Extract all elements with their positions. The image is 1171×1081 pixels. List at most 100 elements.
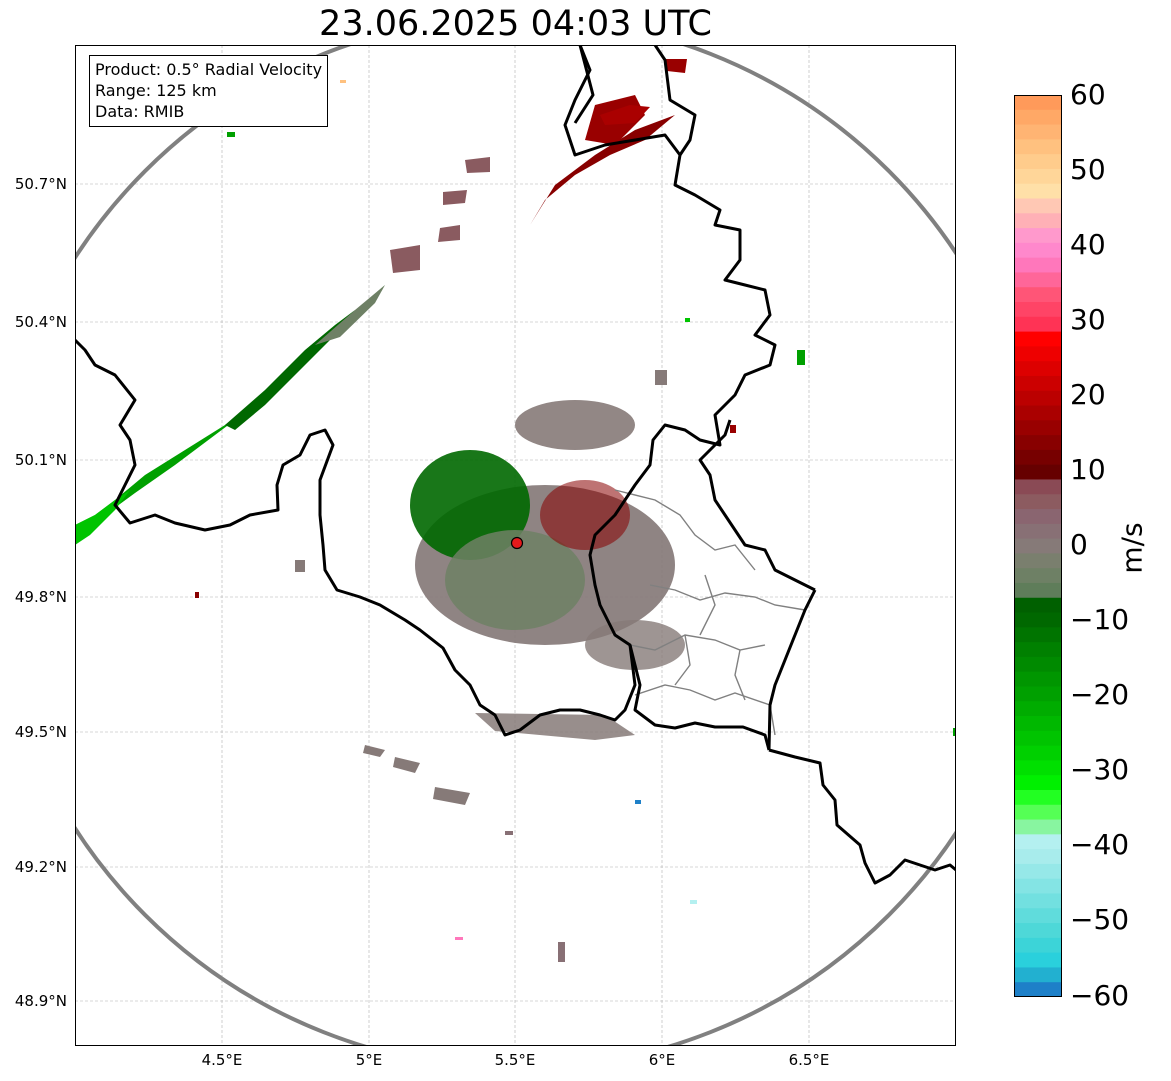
echo-small-2 (685, 318, 690, 322)
lat-tick-label: 50.7°N (14, 175, 67, 193)
echo-central-grey-green (445, 530, 585, 630)
colorbar-segment (1014, 582, 1062, 599)
colorbar-segment (1014, 390, 1062, 407)
colorbar-segment (1014, 464, 1062, 481)
admin-borders (614, 489, 806, 736)
echo-small-14 (340, 80, 346, 83)
lon-tick-label: 4.5°E (201, 1051, 243, 1069)
echo-mauve-1 (465, 157, 490, 173)
colorbar-tick-label: 20 (1070, 377, 1106, 411)
colorbar-segment (1014, 804, 1062, 821)
colorbar-segment (1014, 124, 1062, 140)
colorbar-segment (1014, 538, 1062, 554)
colorbar-segment (1014, 893, 1062, 909)
lat-tick-label: 49.2°N (14, 858, 67, 876)
colorbar-segment (1014, 834, 1062, 850)
lat-tick-label: 50.4°N (14, 313, 67, 331)
colorbar-segment (1014, 302, 1062, 318)
radar-map (75, 45, 956, 1046)
colorbar-tick-label: 30 (1070, 302, 1106, 336)
range-line: Range: 125 km (95, 81, 217, 100)
velocity-colorbar (1014, 95, 1062, 997)
lon-tick-label: 5.5°E (494, 1051, 536, 1069)
lat-tick-label: 49.8°N (14, 588, 67, 606)
colorbar-segment (1014, 923, 1062, 939)
colorbar-segment (1014, 168, 1062, 185)
colorbar-segment (1014, 479, 1062, 495)
echo-small-6 (690, 900, 697, 904)
echo-small-12 (295, 560, 305, 572)
lon-tick-label: 6.5°E (788, 1051, 830, 1069)
colorbar-segment (1014, 656, 1062, 673)
colorbar-segment (1014, 671, 1062, 688)
colorbar-segment (1014, 449, 1062, 466)
colorbar-segment (1014, 686, 1062, 702)
echo-small-8 (558, 942, 565, 962)
radar-site-marker (510, 536, 524, 550)
colorbar-unit-label: m/s (1115, 522, 1149, 574)
echo-small-11 (953, 728, 956, 736)
colorbar-segment (1014, 760, 1062, 776)
colorbar-segment (1014, 819, 1062, 835)
colorbar-segment (1014, 494, 1062, 510)
colorbar-segment (1014, 878, 1062, 895)
colorbar-segment (1014, 627, 1062, 643)
data-source-line: Data: RMIB (95, 102, 185, 121)
colorbar-segment (1014, 346, 1062, 362)
colorbar-segment (1014, 568, 1062, 584)
echo-small-1 (227, 132, 235, 137)
colorbar-segment (1014, 272, 1062, 288)
lat-tick-label: 50.1°N (14, 451, 67, 469)
colorbar-segment (1014, 435, 1062, 451)
echo-small-13 (655, 370, 667, 385)
echo-mauve-3 (438, 225, 460, 242)
echo-south-cells (475, 713, 635, 740)
colorbar-segment (1014, 982, 1062, 997)
colorbar-tick-label: 0 (1070, 528, 1088, 561)
colorbar-segment (1014, 242, 1062, 259)
lon-tick-label: 6°E (648, 1051, 676, 1069)
echo-mauve-4 (390, 245, 420, 273)
colorbar-segment (1014, 553, 1062, 569)
echo-grey-green-band (315, 285, 385, 345)
colorbar-segment (1014, 183, 1062, 200)
echo-central-mauve (515, 400, 635, 450)
colorbar-segment (1014, 952, 1062, 969)
colorbar-tick-label: −40 (1070, 828, 1130, 862)
lat-tick-label: 48.9°N (14, 992, 67, 1010)
colorbar-segment (1014, 523, 1062, 540)
echo-small-10 (635, 800, 641, 804)
colorbar-segment (1014, 775, 1062, 791)
colorbar-segment (1014, 213, 1062, 229)
map-frame (75, 45, 956, 1046)
echo-sw-cells (363, 745, 470, 805)
lon-tick-label: 5°E (355, 1051, 383, 1069)
colorbar-segment (1014, 228, 1062, 244)
colorbar-segment (1014, 361, 1062, 377)
colorbar-tick-label: −50 (1070, 903, 1130, 937)
echo-small-4 (195, 592, 199, 598)
echo-small-7 (455, 937, 463, 940)
colorbar-segment (1014, 509, 1062, 525)
echo-red-cell-2 (665, 59, 687, 73)
colorbar-segment (1014, 730, 1062, 747)
colorbar-tick-label: −60 (1070, 978, 1130, 1012)
echo-small-5 (730, 425, 736, 433)
echo-central-red (540, 480, 630, 550)
colorbar-tick-label: −10 (1070, 603, 1130, 637)
echo-mauve-2 (443, 190, 467, 205)
echo-red-cell-3 (600, 105, 650, 125)
colorbar-segment (1014, 331, 1062, 347)
product-line: Product: 0.5° Radial Velocity (95, 60, 323, 79)
colorbar-segment (1014, 716, 1062, 732)
colorbar-tick-label: −30 (1070, 753, 1130, 787)
colorbar-segment (1014, 745, 1062, 762)
colorbar-segment (1014, 937, 1062, 954)
velocity-echoes (75, 59, 956, 962)
colorbar-segment (1014, 95, 1062, 111)
colorbar-segment (1014, 257, 1062, 274)
national-borders (75, 45, 956, 885)
echo-red-band-ne (530, 115, 675, 225)
colorbar-tick-label: 40 (1070, 227, 1106, 261)
colorbar-tick-label: 60 (1070, 77, 1106, 111)
